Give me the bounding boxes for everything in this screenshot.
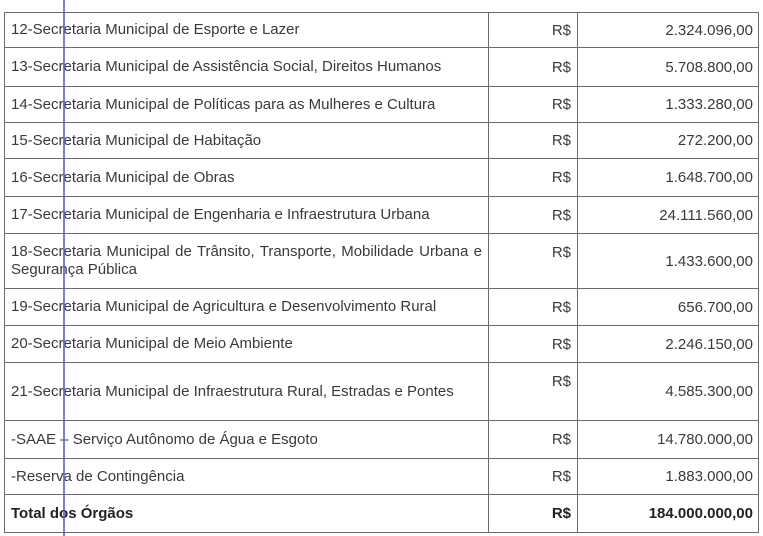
table-row: -Reserva de Contingência R$ 1.883.000,00 xyxy=(4,458,759,495)
table-row: 17-Secretaria Municipal de Engenharia e … xyxy=(4,196,759,234)
currency-label: R$ xyxy=(488,12,578,48)
currency-label: R$ xyxy=(488,362,578,421)
table-row: 13-Secretaria Municipal de Assistência S… xyxy=(4,47,759,87)
amount: 2.246.150,00 xyxy=(577,325,759,363)
currency-label: R$ xyxy=(488,458,578,495)
organ-name: -Reserva de Contingência xyxy=(4,458,489,495)
organ-name: 12-Secretaria Municipal de Esporte e Laz… xyxy=(4,12,489,48)
currency-label: R$ xyxy=(488,288,578,326)
amount: 1.333.280,00 xyxy=(577,86,759,123)
organ-name: 16-Secretaria Municipal de Obras xyxy=(4,158,489,197)
currency-label: R$ xyxy=(488,122,578,159)
table-row: 18-Secretaria Municipal de Trânsito, Tra… xyxy=(4,233,759,289)
currency-label: R$ xyxy=(488,420,578,459)
amount: 5.708.800,00 xyxy=(577,47,759,87)
table-row: 20-Secretaria Municipal de Meio Ambiente… xyxy=(4,325,759,363)
table-row: 15-Secretaria Municipal de Habitação R$ 27… xyxy=(4,122,759,159)
total-row: Total dos Órgãos R$ 184.000.000,00 xyxy=(4,494,759,533)
amount: 272.200,00 xyxy=(577,122,759,159)
currency-label: R$ xyxy=(488,86,578,123)
currency-label: R$ xyxy=(488,196,578,234)
table-row: 16-Secretaria Municipal de Obras R$ 1.648.… xyxy=(4,158,759,197)
organ-name: 15-Secretaria Municipal de Habitação xyxy=(4,122,489,159)
organ-name: 14-Secretaria Municipal de Políticas par… xyxy=(4,86,489,123)
organ-name: 17-Secretaria Municipal de Engenharia e … xyxy=(4,196,489,234)
organ-name: Total dos Órgãos xyxy=(4,494,489,533)
organ-name: 13-Secretaria Municipal de Assistência S… xyxy=(4,47,489,87)
currency-label: R$ xyxy=(488,325,578,363)
currency-label: R$ xyxy=(488,233,578,289)
table-row: 12-Secretaria Municipal de Esporte e Laz… xyxy=(4,12,759,48)
amount: 24.111.560,00 xyxy=(577,196,759,234)
currency-label: R$ xyxy=(488,494,578,533)
pen-mark-line xyxy=(63,0,65,536)
currency-label: R$ xyxy=(488,47,578,87)
amount: 1.433.600,00 xyxy=(577,233,759,289)
amount: 1.883.000,00 xyxy=(577,458,759,495)
table-row: 14-Secretaria Municipal de Políticas par… xyxy=(4,86,759,123)
table-row: 19-Secretaria Municipal de Agricultura e… xyxy=(4,288,759,326)
budget-table: 12-Secretaria Municipal de Esporte e Laz… xyxy=(4,12,759,533)
amount: 1.648.700,00 xyxy=(577,158,759,197)
amount: 656.700,00 xyxy=(577,288,759,326)
amount: 184.000.000,00 xyxy=(577,494,759,533)
currency-label: R$ xyxy=(488,158,578,197)
table-row: -SAAE – Serviço Autônomo de Água e Esgot… xyxy=(4,420,759,459)
organ-name: 19-Secretaria Municipal de Agricultura e… xyxy=(4,288,489,326)
organ-name: 18-Secretaria Municipal de Trânsito, Tra… xyxy=(4,233,489,289)
organ-name: -SAAE – Serviço Autônomo de Água e Esgot… xyxy=(4,420,489,459)
amount: 14.780.000,00 xyxy=(577,420,759,459)
organ-name: 21-Secretaria Municipal de Infraestrutur… xyxy=(4,362,489,421)
amount: 4.585.300,00 xyxy=(577,362,759,421)
amount: 2.324.096,00 xyxy=(577,12,759,48)
organ-name: 20-Secretaria Municipal de Meio Ambiente xyxy=(4,325,489,363)
table-row: 21-Secretaria Municipal de Infraestrutur… xyxy=(4,362,759,421)
